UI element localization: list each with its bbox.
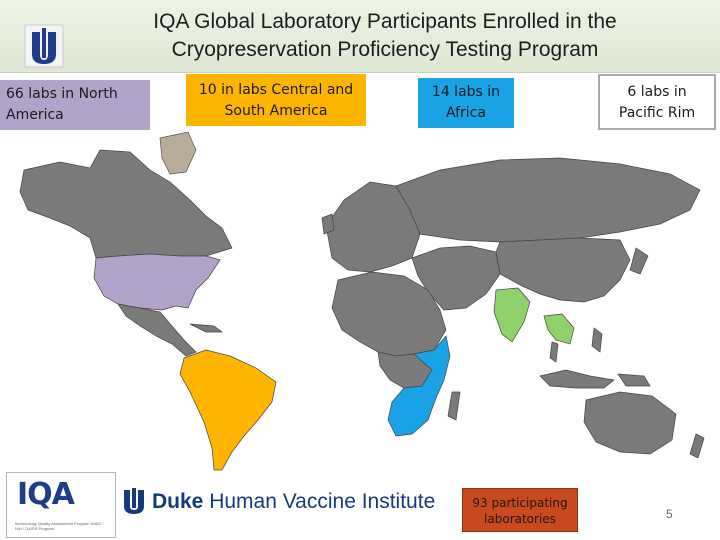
new-guinea-shape [617,373,651,387]
new-zealand-shape [689,433,705,459]
duke-d-icon [124,488,144,514]
southeast-asia-shape [543,313,575,345]
duke-bold-text: Duke [152,490,204,513]
india-shape [493,287,531,343]
alaska-canada-shape [19,149,233,259]
page-number: 5 [666,507,673,521]
iqa-logo-caption: Immunology Quality Assessment Program NI… [15,521,104,531]
usa-shape [93,253,221,311]
central-south-america-label: 10 in labs Central and South America [186,74,366,126]
europe-shape [325,181,421,273]
madagascar-shape [447,391,461,421]
africa-label: 14 labs in Africa [418,78,514,128]
pacific-rim-label: 6 labs in Pacific Rim [598,74,716,130]
philippines-shape [591,327,603,353]
australia-shape [583,391,677,455]
indonesia-shape [539,369,615,389]
malay-peninsula-shape [549,341,559,363]
slide-header: IQA Global Laboratory Participants Enrol… [0,0,720,73]
central-america-shape [117,303,197,357]
title-line-1: IQA Global Laboratory Participants Enrol… [153,10,617,33]
africa-southeast-shape [387,335,451,437]
uk-shape [321,213,335,235]
duke-shield-icon [24,24,64,68]
middle-east-shape [411,245,501,311]
duke-rest-text: Human Vaccine Institute [203,490,436,513]
iqa-logo: IQA Immunology Quality Assessment Progra… [6,472,116,538]
south-america-shape [179,349,277,471]
north-america-label: 66 labs in North America [0,80,150,130]
title-line-2: Cryopreservation Proficiency Testing Pro… [171,38,599,61]
greenland-shape [159,131,197,175]
duke-institute-wordmark: Duke Human Vaccine Institute [152,490,435,514]
russia-shape [395,157,701,243]
iqa-logo-text: IQA [17,477,75,512]
china-shape [495,237,631,303]
caribbean-shape [189,323,224,333]
total-labs-box: 93 participating laboratories [462,488,578,532]
japan-shape [629,247,649,275]
world-map [0,130,720,480]
slide-title: IQA Global Laboratory Participants Enrol… [70,8,700,64]
